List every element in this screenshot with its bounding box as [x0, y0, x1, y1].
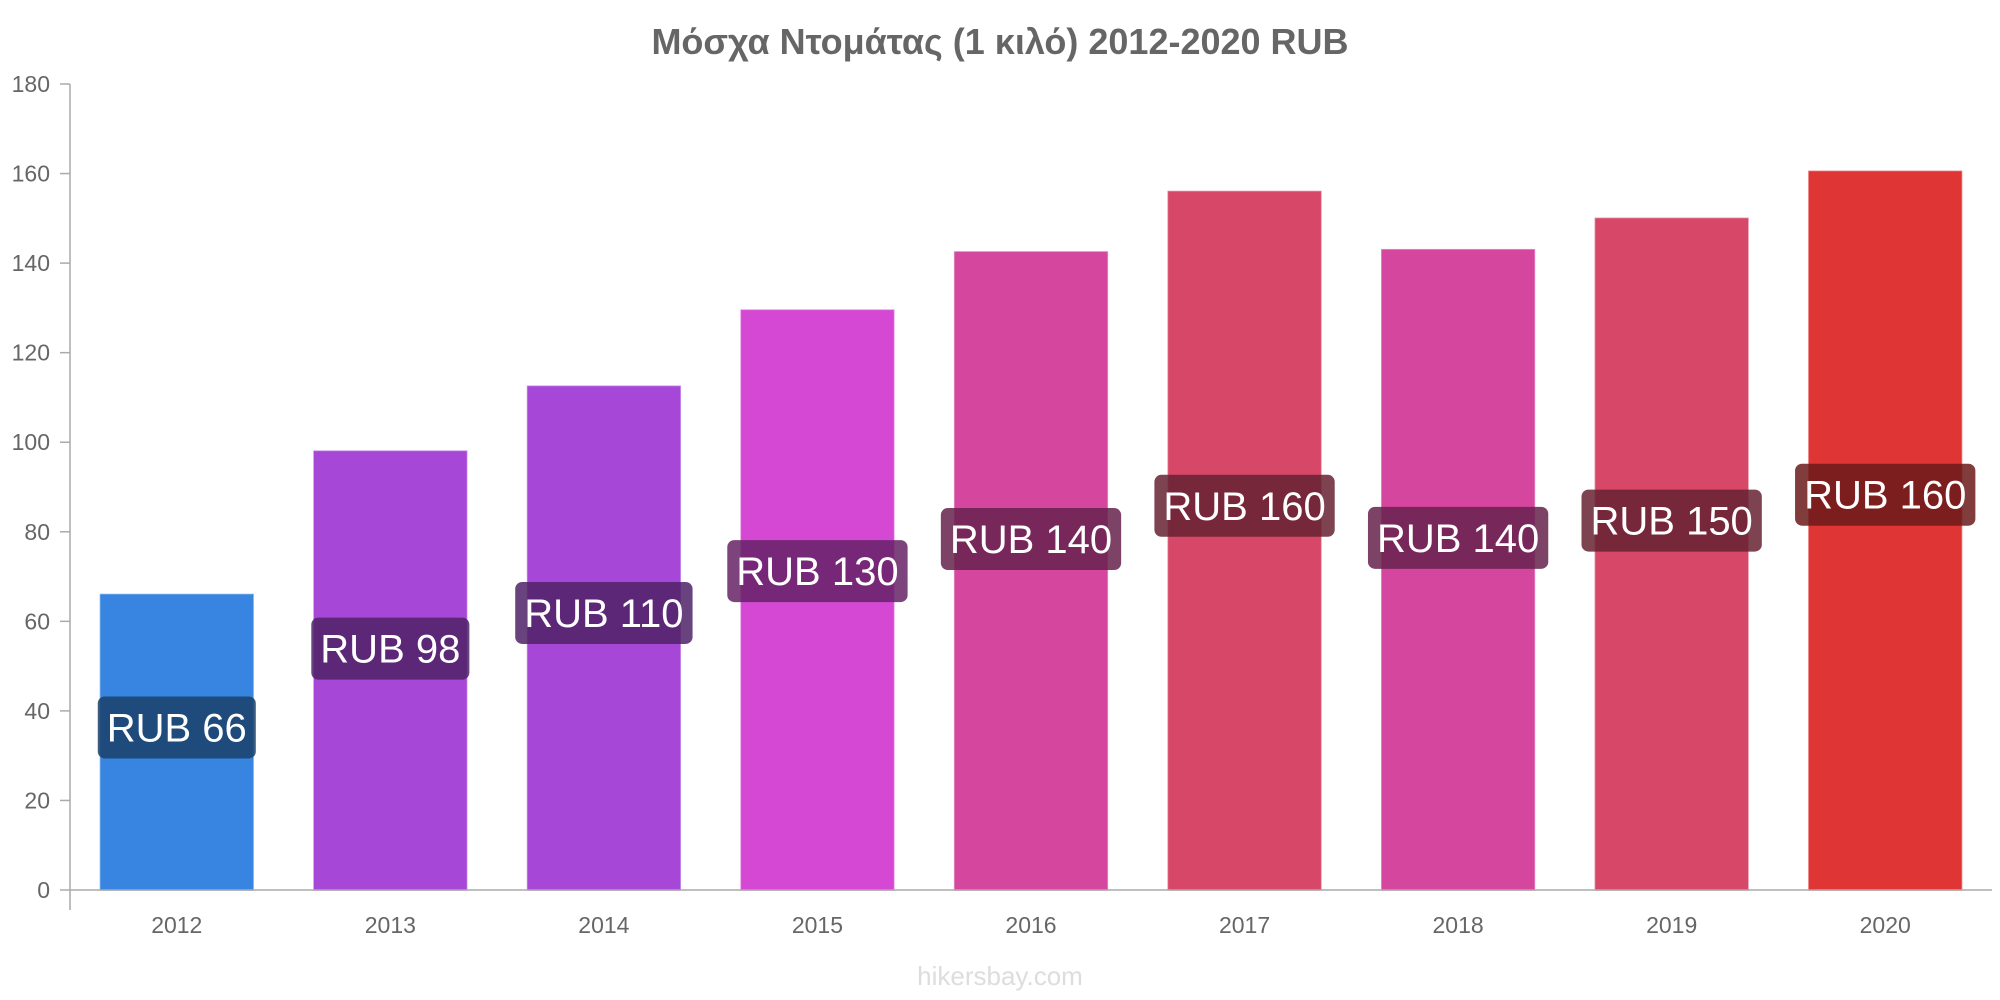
y-tick-label: 180 [12, 71, 50, 97]
data-label-background [311, 617, 470, 680]
source-credit[interactable]: hikersbay.com [917, 961, 1083, 991]
data-label-text: RUB 150 [1591, 500, 1753, 544]
data-label: RUB 130 [727, 540, 908, 603]
y-tick-label: 0 [37, 877, 50, 903]
data-label-text: RUB 160 [1163, 485, 1325, 529]
y-tick-label: 60 [24, 608, 50, 634]
data-label: RUB 110 [515, 581, 693, 644]
data-label-text: RUB 140 [950, 518, 1112, 562]
data-label: RUB 140 [1367, 506, 1549, 569]
x-tick-label: 2014 [578, 912, 629, 938]
data-label: RUB 98 [311, 617, 470, 680]
x-tick-label: 2020 [1860, 912, 1911, 938]
data-label: RUB 150 [1581, 489, 1762, 552]
x-axis: 2012 2013 2014 2015 2016 2017 2018 2019 2020 [70, 889, 1992, 938]
bar[interactable] [953, 251, 1109, 891]
x-tick-label: 2013 [365, 912, 416, 938]
x-tick-label: 2019 [1646, 912, 1697, 938]
data-label-background [515, 581, 693, 644]
bar[interactable] [1381, 248, 1536, 891]
chart-title: Μόσχα Ντομάτας (1 κιλό) 2012-2020 RUB [651, 21, 1348, 62]
x-tick-label: 2016 [1005, 912, 1056, 938]
y-axis: 0 20 40 60 80 100 120 140 160 180 [12, 71, 71, 910]
x-tick-label: 2017 [1219, 912, 1270, 938]
data-label-text: RUB 140 [1377, 517, 1539, 561]
data-label-background [727, 540, 908, 603]
x-tick-label: 2012 [151, 912, 202, 938]
y-tick-label: 160 [12, 161, 50, 187]
y-tick-label: 80 [24, 519, 50, 545]
data-label: RUB 160 [1795, 463, 1976, 526]
y-tick-label: 100 [12, 429, 50, 455]
data-label: RUB 66 [97, 696, 256, 759]
bar[interactable] [1167, 190, 1322, 891]
data-label-text: RUB 98 [320, 628, 460, 672]
x-tick-label: 2015 [792, 912, 843, 938]
y-tick-label: 140 [12, 250, 50, 276]
y-tick-label: 120 [12, 340, 50, 366]
data-label-text: RUB 66 [107, 706, 247, 750]
data-label-text: RUB 110 [524, 592, 683, 636]
y-tick-label: 40 [24, 698, 50, 724]
data-label-background [97, 696, 256, 759]
data-label-background [1795, 463, 1976, 526]
y-tick-label: 20 [24, 787, 50, 813]
bar[interactable] [1594, 217, 1749, 891]
data-label-background [1581, 489, 1762, 552]
data-label-background [1367, 506, 1549, 569]
data-label-text: RUB 130 [736, 550, 898, 594]
data-label-background [1154, 474, 1335, 537]
bar[interactable] [1808, 170, 1963, 891]
data-label-background [940, 508, 1122, 571]
data-labels-group: RUB 66 RUB 98 RUB 110 RUB 130 RUB 140 RUB 160… [97, 463, 1976, 759]
data-label: RUB 160 [1154, 474, 1335, 537]
x-tick-label: 2018 [1433, 912, 1484, 938]
data-label: RUB 140 [940, 508, 1122, 571]
data-label-text: RUB 160 [1804, 474, 1966, 518]
